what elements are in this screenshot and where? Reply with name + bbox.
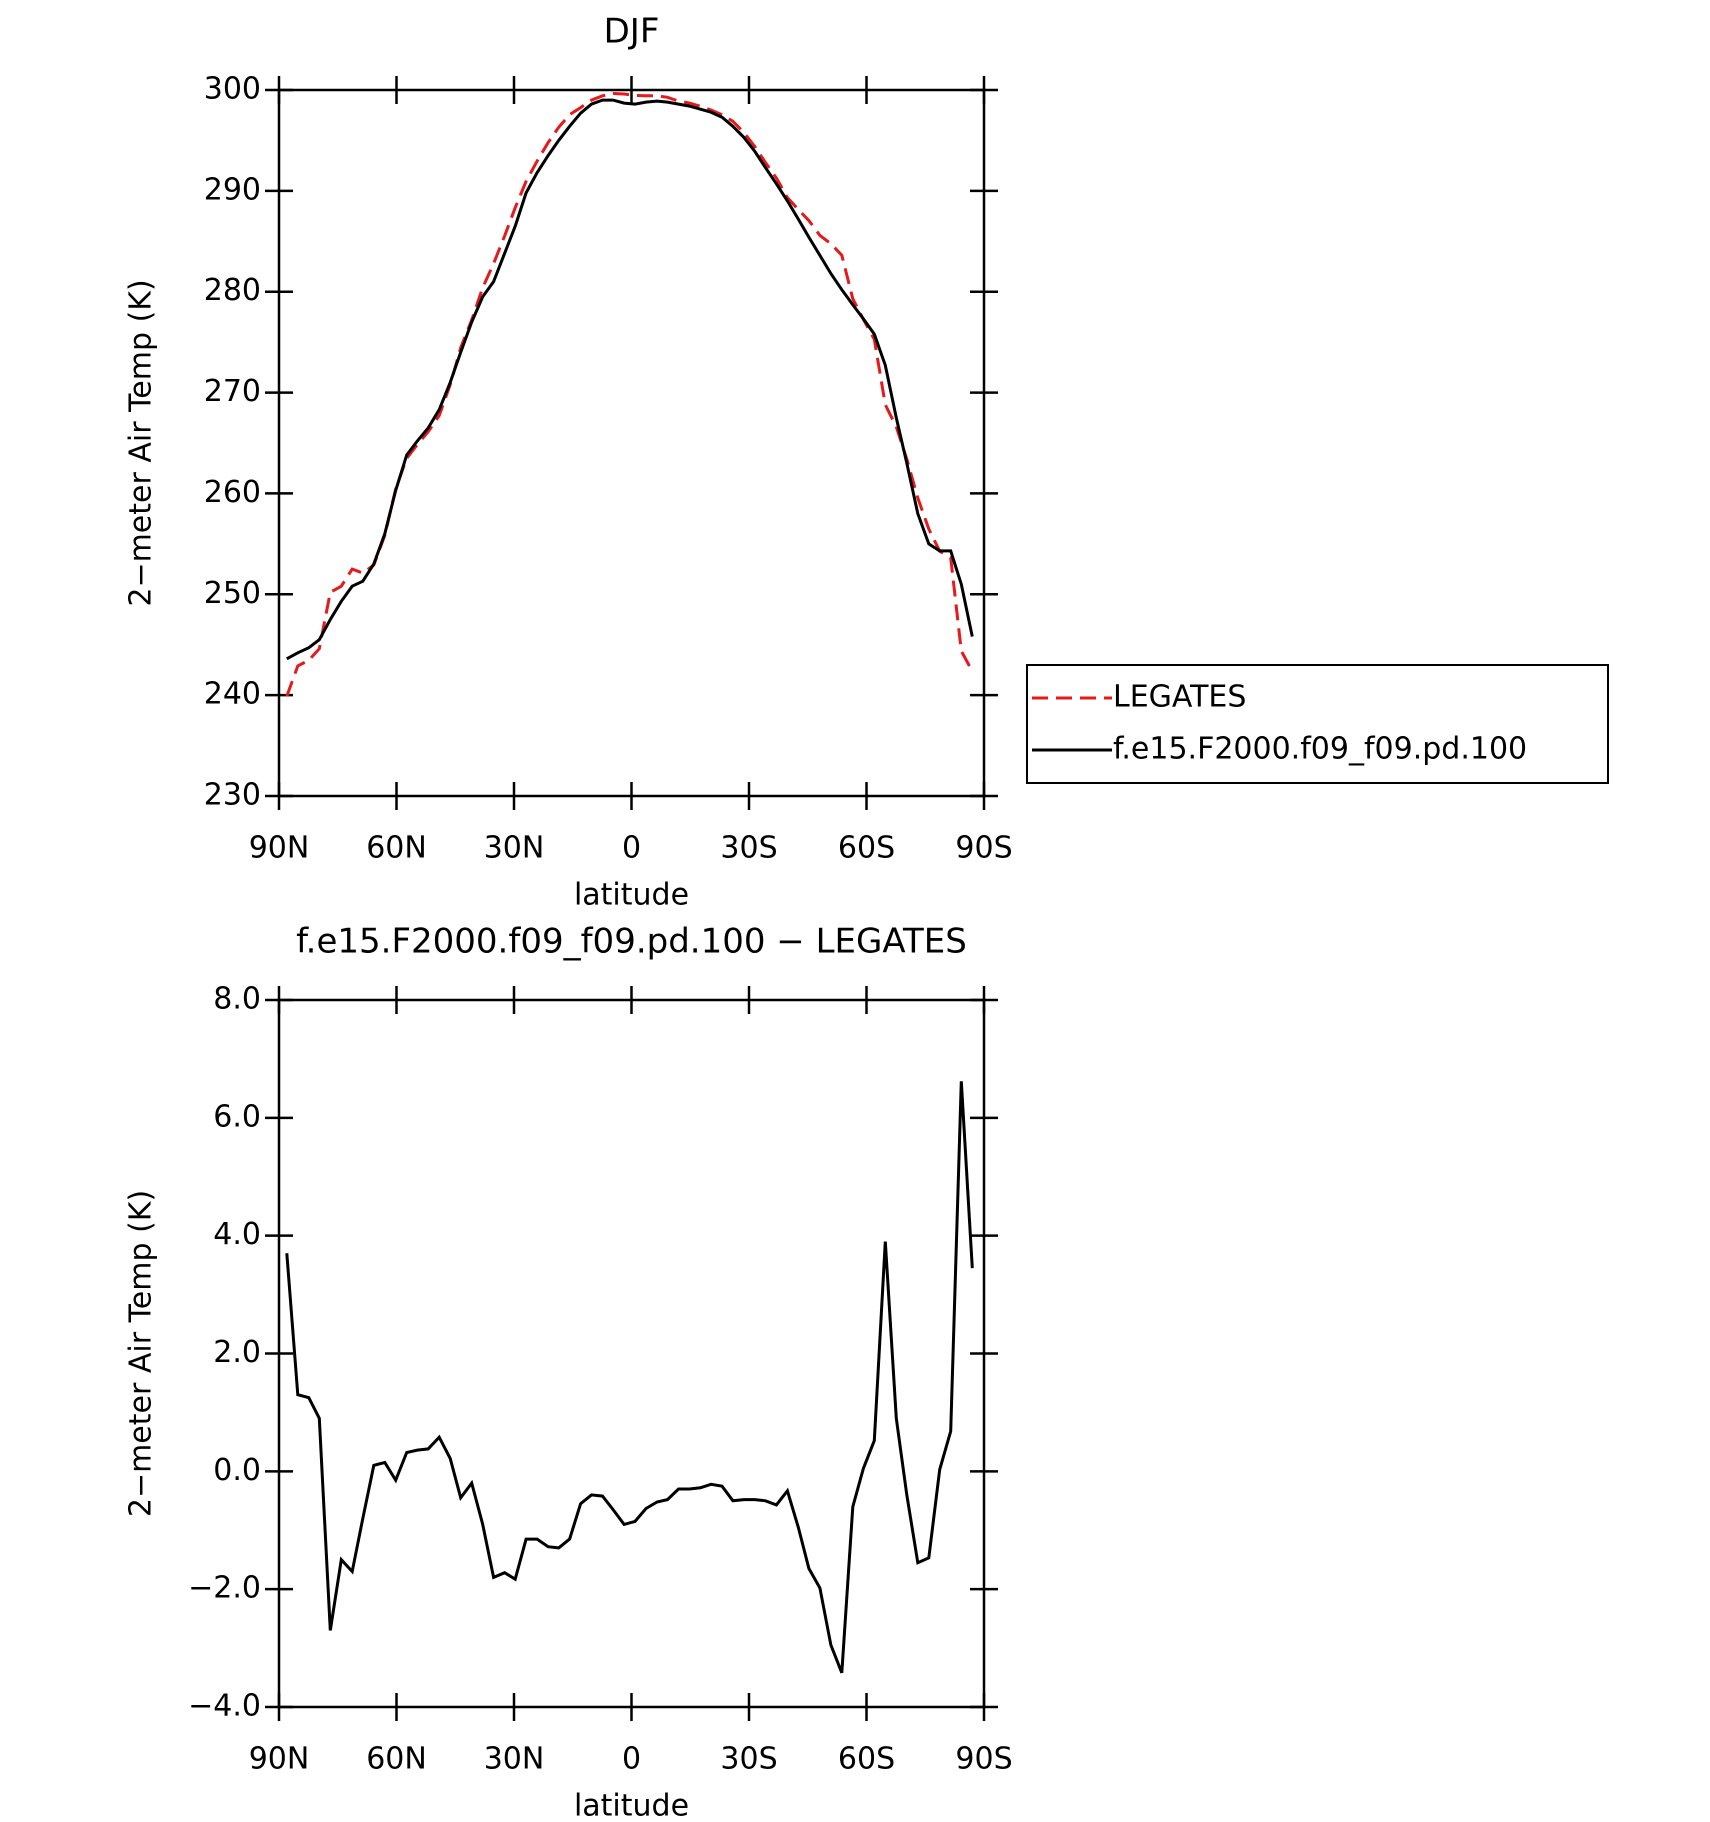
chart-title: DJF	[604, 12, 660, 52]
y-tick-label: 0.0	[213, 1453, 261, 1488]
x-tick-label: 90N	[249, 1742, 310, 1777]
y-tick-label: 240	[204, 677, 261, 712]
x-tick-label: 0	[622, 831, 641, 866]
y-tick-label: 270	[204, 374, 261, 409]
x-tick-label: 90N	[249, 831, 310, 866]
y-tick-label: 280	[204, 273, 261, 308]
x-tick-label: 30S	[720, 831, 777, 866]
x-tick-label: 90S	[955, 1742, 1012, 1777]
y-axis-label: 2−meter Air Temp (K)	[124, 1190, 159, 1517]
y-tick-label: 230	[204, 778, 261, 813]
data-line	[285, 91, 974, 697]
legend-box	[1026, 664, 1609, 784]
x-tick-label: 60S	[838, 1742, 895, 1777]
x-tick-label: 60N	[366, 1742, 427, 1777]
y-tick-label: 4.0	[213, 1217, 261, 1252]
y-axis-label: 2−meter Air Temp (K)	[124, 279, 159, 606]
y-tick-label: −2.0	[188, 1571, 261, 1606]
x-tick-label: 90S	[955, 831, 1012, 866]
y-tick-label: 260	[204, 475, 261, 510]
y-tick-label: 290	[204, 172, 261, 207]
y-tick-label: 300	[204, 72, 261, 107]
x-tick-label: 0	[622, 1742, 641, 1777]
x-axis-label: latitude	[574, 878, 689, 913]
y-tick-label: 2.0	[213, 1335, 261, 1370]
y-tick-label: 8.0	[213, 982, 261, 1017]
data-line	[285, 1081, 974, 1674]
plot-frame	[277, 998, 986, 1709]
data-line	[286, 98, 974, 661]
x-tick-label: 30N	[484, 1742, 545, 1777]
x-tick-label: 30N	[484, 831, 545, 866]
y-tick-label: −4.0	[188, 1689, 261, 1724]
x-tick-label: 60S	[838, 831, 895, 866]
x-axis-label: latitude	[574, 1789, 689, 1822]
x-tick-label: 60N	[366, 831, 427, 866]
plot-frame	[277, 88, 986, 798]
chart-title: f.e15.F2000.f09_f09.pd.100 − LEGATES	[296, 922, 967, 962]
legend-label: LEGATES	[1113, 680, 1246, 715]
legend-label: f.e15.F2000.f09_f09.pd.100	[1113, 732, 1527, 767]
y-tick-label: 250	[204, 576, 261, 611]
y-tick-label: 6.0	[213, 1099, 261, 1134]
x-tick-label: 30S	[720, 1742, 777, 1777]
